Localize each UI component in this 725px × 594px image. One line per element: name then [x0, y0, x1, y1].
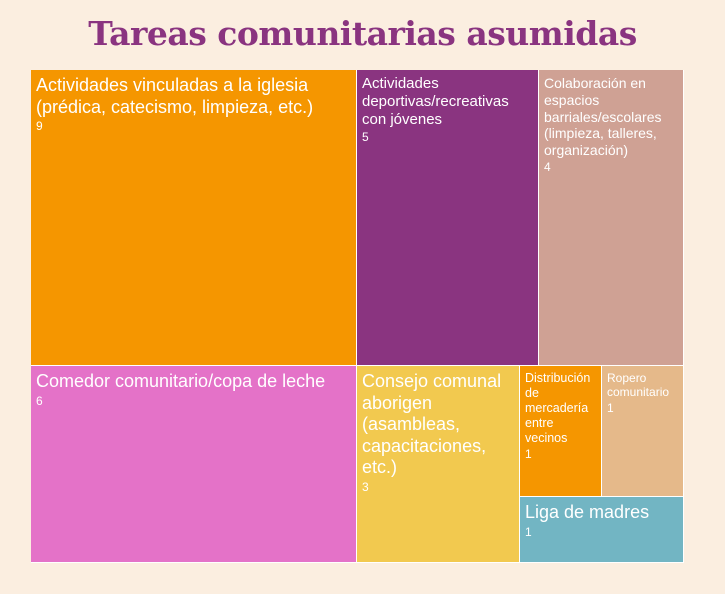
treemap-tile[interactable]: Colaboración en espacios barriales/escol… — [539, 70, 684, 366]
tile-label: Comedor comunitario/copa de leche — [36, 371, 326, 391]
tile-label: Actividades deportivas/recreativas con j… — [362, 75, 509, 128]
tile-value: 6 — [36, 393, 43, 408]
tile-value: 3 — [362, 479, 369, 494]
tile-label: Ropero comunitario — [607, 371, 670, 400]
tile-label: Liga de madres — [525, 502, 650, 522]
treemap-tile[interactable]: Actividades deportivas/recreativas con j… — [357, 70, 539, 366]
treemap-tile[interactable]: Distribución de mercadería entre vecinos… — [520, 366, 602, 497]
chart-title: Tareas comunitarias asumidas — [88, 14, 637, 53]
tile-value: 1 — [525, 447, 532, 461]
tile-value: 1 — [525, 524, 532, 539]
treemap-tile[interactable]: Ropero comunitario 1 — [602, 366, 684, 497]
tile-value: 5 — [362, 130, 369, 144]
tile-label: Colaboración en espacios barriales/escol… — [544, 75, 662, 159]
tile-label: Consejo comunal aborigen (asambleas, cap… — [362, 371, 502, 478]
treemap-tile[interactable]: Actividades vinculadas a la iglesia (pré… — [31, 70, 357, 366]
treemap-tile[interactable]: Consejo comunal aborigen (asambleas, cap… — [357, 366, 520, 563]
treemap-tile[interactable]: Liga de madres 1 — [520, 497, 684, 563]
tile-value: 9 — [36, 119, 43, 134]
tile-label: Distribución de mercadería entre vecinos — [525, 371, 591, 445]
treemap-tile[interactable]: Comedor comunitario/copa de leche 6 — [31, 366, 357, 563]
tile-label: Actividades vinculadas a la iglesia (pré… — [36, 75, 314, 117]
tile-value: 4 — [544, 159, 551, 174]
tile-value: 1 — [607, 400, 614, 415]
